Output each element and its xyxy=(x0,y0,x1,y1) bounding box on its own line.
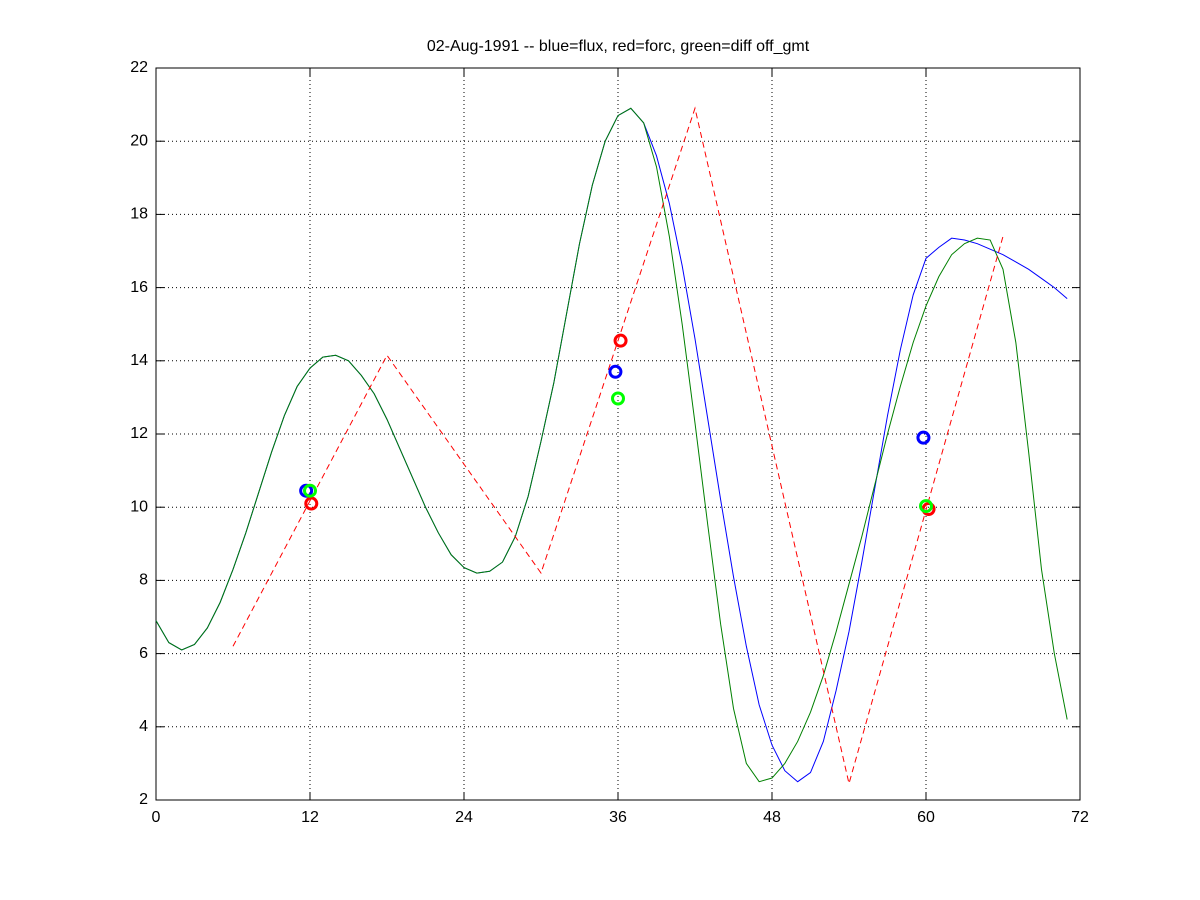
plot-frame xyxy=(155,67,1081,801)
y-tick-label: 8 xyxy=(139,572,148,589)
x-tick-label: 72 xyxy=(1071,809,1089,826)
x-tick-label: 12 xyxy=(301,809,319,826)
chart-title: 02-Aug-1991 -- blue=flux, red=forc, gree… xyxy=(427,38,810,55)
marker xyxy=(303,483,317,498)
marker xyxy=(919,499,933,514)
y-tick-label: 4 xyxy=(139,718,148,735)
y-tick-label: 22 xyxy=(130,59,148,76)
marker xyxy=(921,502,936,517)
y-tick-label: 18 xyxy=(130,206,148,223)
x-tick-label: 24 xyxy=(455,809,473,826)
y-tick-label: 20 xyxy=(130,132,148,149)
y-tick-label: 14 xyxy=(130,352,148,369)
marker xyxy=(304,496,319,511)
x-tick-label: 48 xyxy=(763,809,781,826)
marker xyxy=(916,430,931,445)
y-tick-label: 10 xyxy=(130,498,148,515)
series-line xyxy=(155,107,1068,783)
x-tick-label: 0 xyxy=(152,809,161,826)
y-tick-label: 2 xyxy=(139,791,148,808)
y-tick-label: 12 xyxy=(130,425,148,442)
x-tick-label: 36 xyxy=(609,809,627,826)
series-line xyxy=(232,106,1004,784)
marker xyxy=(608,364,623,379)
marker xyxy=(611,391,625,406)
marker xyxy=(613,333,628,348)
y-tick-label: 16 xyxy=(130,279,148,296)
y-tick-label: 6 xyxy=(139,645,148,662)
x-tick-label: 60 xyxy=(917,809,935,826)
